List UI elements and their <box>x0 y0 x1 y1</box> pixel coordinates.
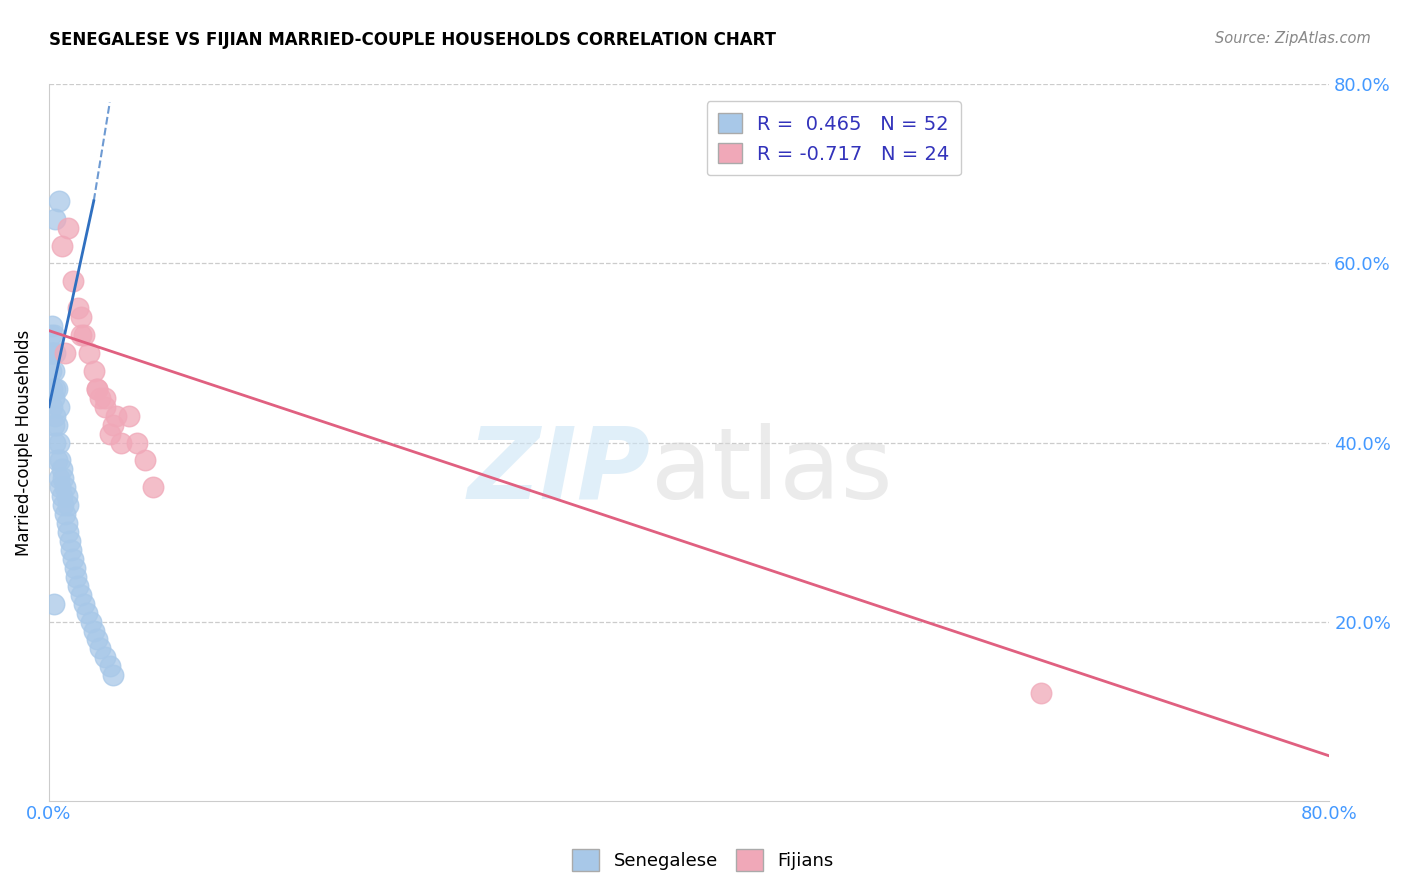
Point <box>73 597 96 611</box>
Text: ZIP: ZIP <box>468 423 651 520</box>
Point <box>125 435 148 450</box>
Point <box>48 435 70 450</box>
Point <box>63 561 86 575</box>
Point <box>94 400 117 414</box>
Point <box>48 471 70 485</box>
Point <box>62 552 84 566</box>
Point <box>49 453 72 467</box>
Point <box>55 489 77 503</box>
Point <box>73 328 96 343</box>
Point <box>39 346 62 360</box>
Point <box>48 400 70 414</box>
Point <box>46 417 69 432</box>
Legend: R =  0.465   N = 52, R = -0.717   N = 24: R = 0.465 N = 52, R = -0.717 N = 24 <box>707 102 962 176</box>
Point <box>83 364 105 378</box>
Point <box>56 498 79 512</box>
Point <box>70 588 93 602</box>
Point <box>39 328 62 343</box>
Point <box>51 462 73 476</box>
Point <box>70 328 93 343</box>
Point <box>44 435 66 450</box>
Point <box>55 516 77 530</box>
Point <box>62 274 84 288</box>
Point <box>101 417 124 432</box>
Point <box>94 391 117 405</box>
Point <box>51 489 73 503</box>
Point <box>48 194 70 208</box>
Point <box>41 319 63 334</box>
Point <box>86 382 108 396</box>
Point <box>44 346 66 360</box>
Point <box>42 391 65 405</box>
Point <box>41 382 63 396</box>
Point <box>46 382 69 396</box>
Point <box>77 346 100 360</box>
Point <box>98 659 121 673</box>
Point <box>101 668 124 682</box>
Point <box>79 615 101 629</box>
Point <box>89 391 111 405</box>
Point <box>60 543 83 558</box>
Point <box>53 507 76 521</box>
Point <box>42 597 65 611</box>
Point <box>44 211 66 226</box>
Point <box>56 524 79 539</box>
Point <box>53 480 76 494</box>
Point <box>110 435 132 450</box>
Text: atlas: atlas <box>651 423 893 520</box>
Point <box>118 409 141 423</box>
Point <box>66 301 89 316</box>
Point <box>49 480 72 494</box>
Point <box>94 650 117 665</box>
Legend: Senegalese, Fijians: Senegalese, Fijians <box>565 842 841 879</box>
Point <box>134 453 156 467</box>
Point <box>142 480 165 494</box>
Text: Source: ZipAtlas.com: Source: ZipAtlas.com <box>1215 31 1371 46</box>
Point <box>42 417 65 432</box>
Point <box>66 579 89 593</box>
Point <box>42 328 65 343</box>
Point <box>56 220 79 235</box>
Point <box>41 400 63 414</box>
Point <box>86 382 108 396</box>
Y-axis label: Married-couple Households: Married-couple Households <box>15 329 32 556</box>
Point <box>59 534 82 549</box>
Point <box>39 364 62 378</box>
Point <box>1031 686 1053 700</box>
Point <box>52 471 75 485</box>
Point <box>83 624 105 638</box>
Point <box>70 310 93 325</box>
Point <box>89 641 111 656</box>
Point <box>44 409 66 423</box>
Point <box>65 570 87 584</box>
Point <box>42 364 65 378</box>
Point <box>44 382 66 396</box>
Point <box>52 498 75 512</box>
Point <box>76 606 98 620</box>
Point <box>98 426 121 441</box>
Point <box>41 346 63 360</box>
Point <box>53 346 76 360</box>
Point <box>46 453 69 467</box>
Point <box>86 632 108 647</box>
Point <box>51 238 73 252</box>
Text: SENEGALESE VS FIJIAN MARRIED-COUPLE HOUSEHOLDS CORRELATION CHART: SENEGALESE VS FIJIAN MARRIED-COUPLE HOUS… <box>49 31 776 49</box>
Point <box>105 409 128 423</box>
